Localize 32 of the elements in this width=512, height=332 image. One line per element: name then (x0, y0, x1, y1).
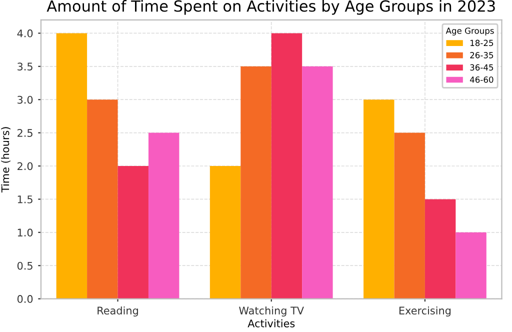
y-tick-label: 0.0 (17, 295, 33, 303)
y-axis-title: Time (hours) (1, 127, 10, 192)
x-tick-label: Exercising (399, 306, 451, 317)
legend-label: 18-25 (470, 40, 494, 46)
y-tick-label: 3.5 (18, 62, 32, 71)
y-tick-label: 4.0 (17, 29, 33, 38)
bar (456, 232, 486, 299)
x-tick-label: Reading (98, 306, 138, 317)
bar (148, 132, 180, 299)
legend-label: 46-60 (470, 76, 494, 83)
legend-label: 26-35 (470, 52, 494, 58)
legend-title: Age Groups (446, 28, 494, 36)
bar (56, 33, 88, 299)
y-tick-label: 0.5 (17, 262, 32, 270)
bar (424, 199, 456, 299)
y-tick-label: 2.5 (18, 129, 32, 137)
x-axis-title: Activities (248, 319, 295, 328)
bar (210, 166, 241, 299)
y-tick-label: 1.5 (18, 196, 32, 204)
bar (87, 100, 118, 299)
y-tick-label: 1.0 (18, 228, 33, 237)
bar (271, 33, 302, 299)
x-tick-label: Watching TV (239, 306, 304, 317)
chart-title: Amount of Time Spent on Activities by Age Groups in 2023 (46, 0, 495, 15)
bar (364, 100, 394, 299)
bar (118, 166, 148, 299)
legend-label: 36-45 (470, 64, 494, 71)
y-tick-label: 3.0 (18, 96, 33, 104)
bar (240, 66, 272, 299)
y-tick-label: 2.0 (18, 162, 33, 170)
bar (302, 66, 333, 299)
bar (394, 132, 425, 299)
